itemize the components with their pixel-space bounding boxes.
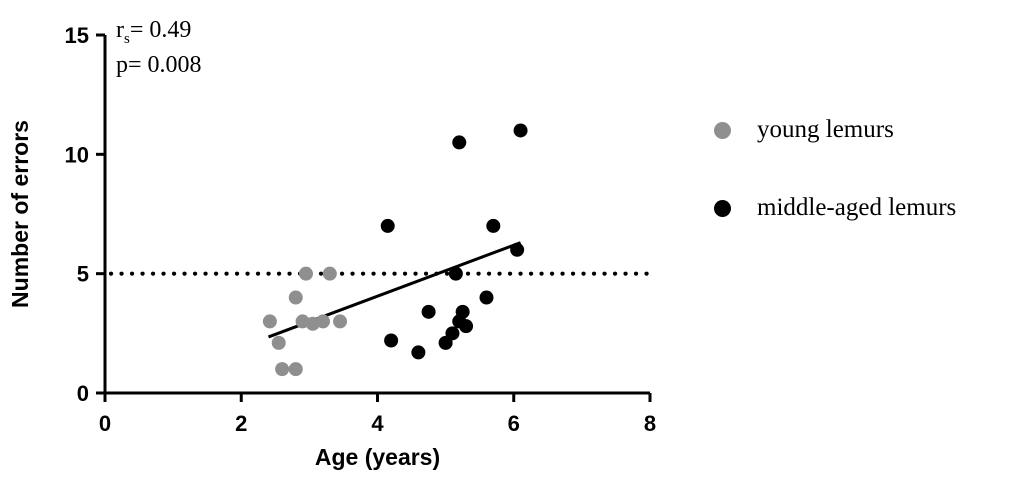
data-point [322, 266, 337, 281]
x-tick-label: 2 [235, 411, 247, 436]
data-point [288, 362, 303, 377]
data-point [411, 345, 426, 360]
legend: young lemurs middle-aged lemurs [714, 116, 956, 222]
data-point [298, 266, 313, 281]
data-point [479, 290, 494, 305]
y-tick-label: 10 [65, 142, 89, 167]
data-point [455, 304, 470, 319]
data-point [459, 319, 474, 334]
data-point [384, 333, 399, 348]
legend-label-middle-aged-lemurs: middle-aged lemurs [757, 194, 957, 221]
p-value-line: p= 0.008 [116, 52, 202, 79]
r-value-line: rs= 0.49 [116, 14, 202, 49]
y-tick-label: 5 [77, 262, 89, 287]
middle-aged-lemurs-marker-icon [714, 199, 731, 217]
x-tick-label: 4 [371, 411, 384, 436]
stats-annotation: rs= 0.49 p= 0.008 [116, 14, 202, 81]
data-point [262, 314, 277, 329]
data-point [316, 314, 330, 329]
y-axis-title: Number of errors [7, 120, 33, 308]
data-point [510, 242, 525, 257]
data-point [380, 218, 395, 233]
x-axis-title: Age (years) [315, 444, 440, 470]
young-lemurs-marker-icon [714, 121, 731, 139]
r-equals-value: = 0.49 [129, 17, 192, 43]
axes [103, 35, 650, 395]
x-tick-label: 0 [99, 411, 111, 436]
legend-label-young-lemurs: young lemurs [757, 116, 894, 143]
data-point [513, 123, 528, 138]
data-point [452, 135, 467, 150]
legend-item-middle-aged-lemurs: middle-aged lemurs [714, 194, 956, 222]
r-label: r [116, 17, 124, 43]
data-point [271, 335, 286, 350]
data-point [275, 362, 290, 377]
y-tick-label: 15 [65, 23, 89, 48]
x-tick-label: 8 [644, 411, 656, 436]
data-point [448, 266, 463, 281]
legend-item-young-lemurs: young lemurs [714, 116, 956, 144]
x-tick-label: 6 [508, 411, 520, 436]
data-point [333, 314, 348, 329]
y-tick-label: 0 [77, 381, 89, 406]
r-subscript: s [124, 30, 130, 47]
data-point [288, 290, 303, 305]
data-point [445, 326, 460, 341]
data-point [421, 304, 436, 319]
data-point [486, 218, 501, 233]
